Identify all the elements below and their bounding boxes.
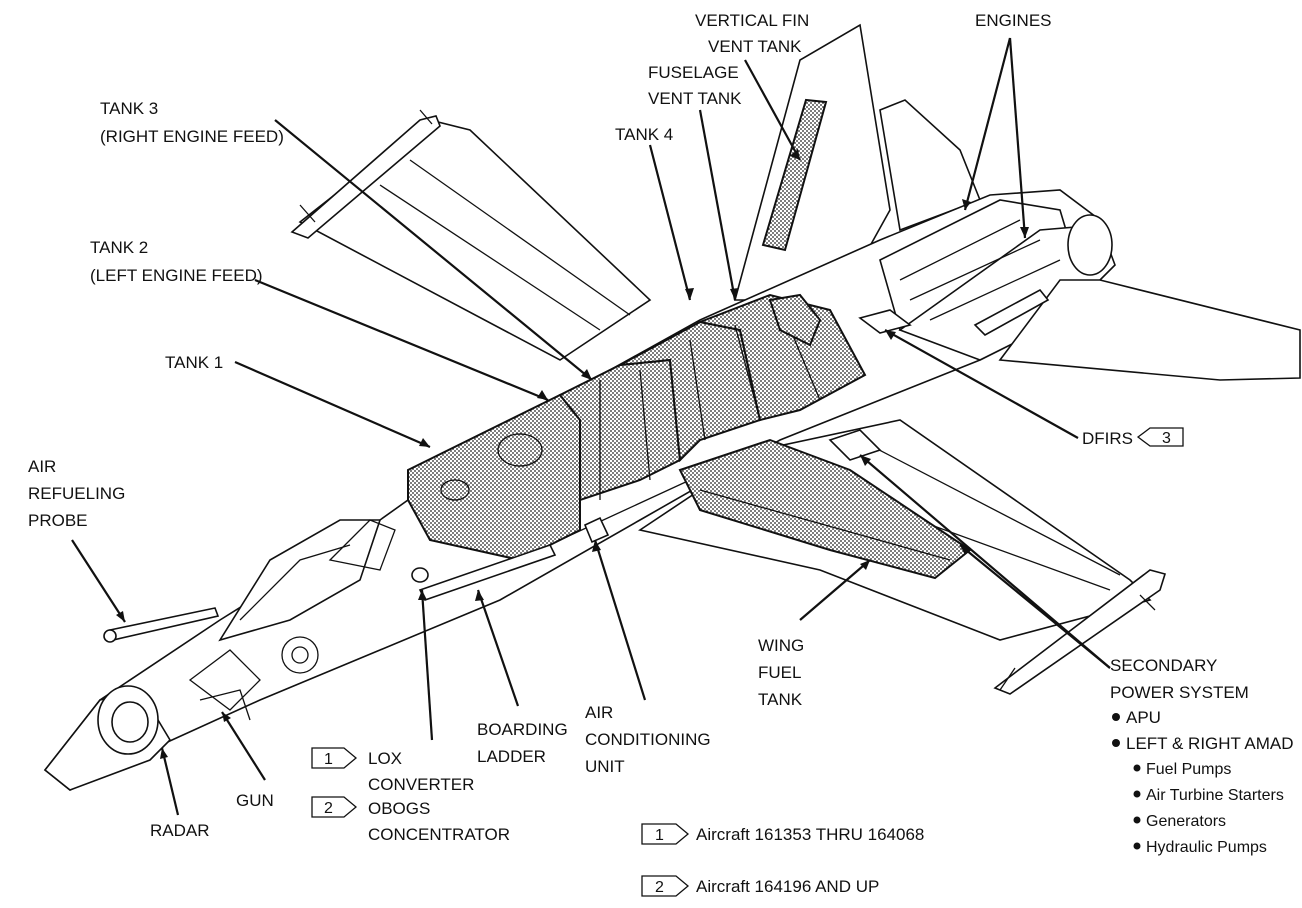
note-flag-2 (641, 875, 690, 897)
ac-unit-label-1: AIR (585, 703, 613, 722)
engines-label: ENGINES (975, 11, 1052, 30)
fuel-tanks (103, 98, 972, 643)
wing-fuel-tank-label-3: TANK (758, 690, 803, 709)
vertical-fin-vent-tank (761, 98, 828, 252)
note-flag-2-inline (311, 796, 358, 818)
tank-1 (407, 393, 581, 562)
boarding-ladder-label-1: BOARDING (477, 720, 568, 739)
obogs-label-1: OBOGS (368, 799, 430, 818)
lox-label-2: CONVERTER (368, 775, 474, 794)
tank3-label-2: (RIGHT ENGINE FEED) (100, 127, 284, 146)
sps-item-amad: LEFT & RIGHT AMAD (1126, 734, 1294, 753)
amad-item-ats: Air Turbine Starters (1146, 787, 1284, 804)
sps-item-apu: APU (1126, 708, 1161, 727)
tank3-label-1: TANK 3 (100, 99, 158, 118)
note-2-text: Aircraft 164196 AND UP (696, 877, 879, 896)
callout-labels: VERTICAL FIN VENT TANK ENGINES FUSELAGE … (28, 11, 1294, 856)
wing-fuel-tank (678, 438, 972, 580)
lox-label-1: LOX (368, 749, 402, 768)
note-flag-1-inline (311, 747, 358, 769)
tank2-label-2: (LEFT ENGINE FEED) (90, 266, 263, 285)
wing-fuel-tank-label-1: WING (758, 636, 804, 655)
dfirs-note-flag (1136, 427, 1184, 447)
leader-lines (71, 37, 1111, 816)
ac-unit-label-2: CONDITIONING (585, 730, 711, 749)
dfirs-note-num: 3 (1162, 430, 1171, 447)
sps-label-2: POWER SYSTEM (1110, 683, 1249, 702)
amad-item-generators: Generators (1146, 813, 1226, 830)
fuselage-vent-tank (768, 293, 822, 347)
vertical-fin-vent-tank-label-2: VENT TANK (708, 37, 802, 56)
sps-label-1: SECONDARY (1110, 656, 1217, 675)
radar-label: RADAR (150, 821, 210, 840)
gun-label: GUN (236, 791, 274, 810)
boarding-ladder-label-2: LADDER (477, 747, 546, 766)
note-2-num: 2 (655, 879, 664, 896)
probe-label-3: PROBE (28, 511, 88, 530)
amad-item-hydraulic-pumps: Hydraulic Pumps (1146, 839, 1267, 856)
tank4-label: TANK 4 (615, 125, 673, 144)
tank1-label: TANK 1 (165, 353, 223, 372)
tank2-label-1: TANK 2 (90, 238, 148, 257)
ac-unit-label-3: UNIT (585, 757, 625, 776)
vertical-fin-vent-tank-label-1: VERTICAL FIN (695, 11, 809, 30)
note-1-num: 1 (655, 827, 664, 844)
probe-label-2: REFUELING (28, 484, 125, 503)
obogs-label-2: CONCENTRATOR (368, 825, 510, 844)
note-flag-2-inline-num: 2 (324, 800, 333, 817)
note-flag-1 (641, 823, 690, 845)
amad-item-fuel-pumps: Fuel Pumps (1146, 761, 1231, 778)
fuselage-vent-tank-label-2: VENT TANK (648, 89, 742, 108)
note-1-text: Aircraft 161353 THRU 164068 (696, 825, 924, 844)
probe-label-1: AIR (28, 457, 56, 476)
notes-legend: 1 Aircraft 161353 THRU 164068 2 Aircraft… (641, 823, 924, 897)
dfirs-label: DFIRS (1082, 429, 1133, 448)
fuselage-vent-tank-label-1: FUSELAGE (648, 63, 739, 82)
wing-fuel-tank-label-2: FUEL (758, 663, 801, 682)
note-flag-1-inline-num: 1 (324, 751, 333, 768)
